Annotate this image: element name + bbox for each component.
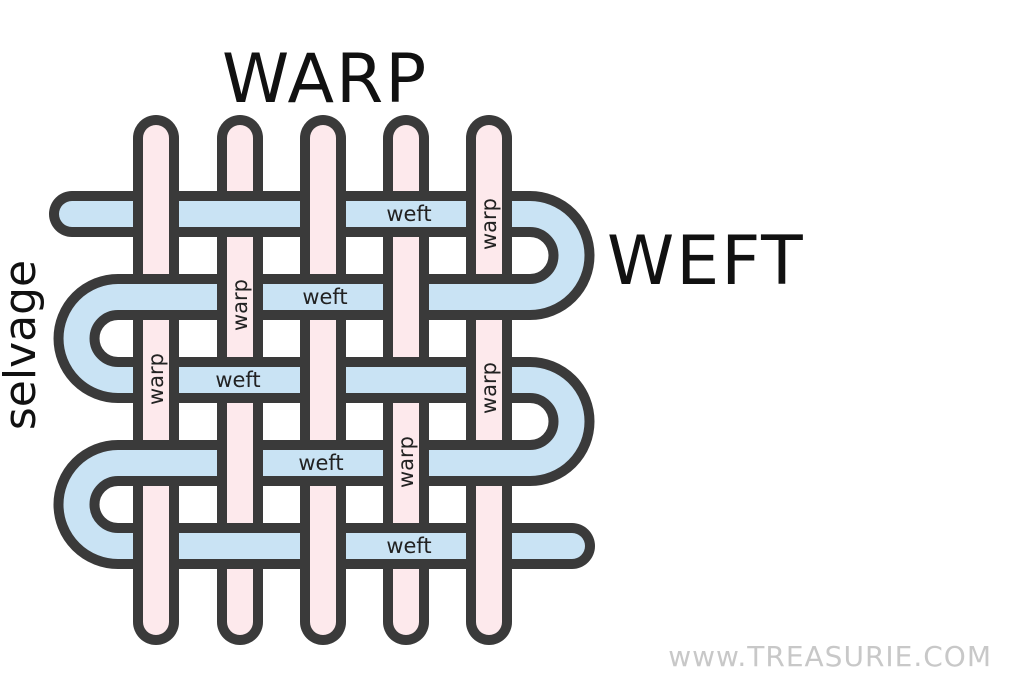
weft-label: weft bbox=[386, 202, 431, 226]
warp-heading: WARP bbox=[222, 40, 429, 119]
warp-label: warp bbox=[144, 353, 168, 405]
thread-labels: weft weft weft weft weft warp warp warp … bbox=[144, 198, 501, 558]
site-watermark: www.TREASURIE.COM bbox=[668, 640, 992, 673]
warp-over-segments bbox=[133, 180, 512, 580]
weft-label: weft bbox=[215, 368, 260, 392]
warp-label: warp bbox=[228, 279, 252, 331]
weft-label: weft bbox=[386, 534, 431, 558]
weft-label: weft bbox=[302, 285, 347, 309]
weft-label: weft bbox=[298, 451, 343, 475]
warp-label: warp bbox=[477, 198, 501, 250]
warp-label: warp bbox=[477, 362, 501, 414]
weft-heading: WEFT bbox=[607, 222, 805, 301]
selvage-heading: selvage bbox=[0, 259, 46, 431]
warp-label: warp bbox=[394, 436, 418, 488]
